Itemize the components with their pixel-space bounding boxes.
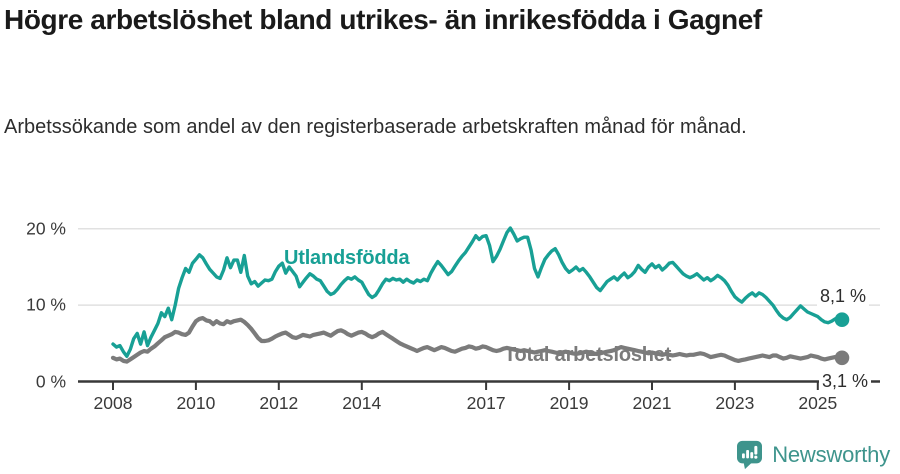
x-tick-label: 2008 [93, 393, 133, 413]
x-tick-label: 2014 [342, 393, 382, 413]
x-tick-label: 2017 [466, 393, 506, 413]
x-tick-label: 2021 [632, 393, 672, 413]
series-end-dot-0 [834, 312, 850, 328]
series-label-total-arbetsloshet: Total arbetslöshet [504, 344, 672, 366]
x-tick-label: 2023 [715, 393, 755, 413]
x-tick-label: 2025 [798, 393, 838, 413]
chart-subtitle: Arbetssökande som andel av den registerb… [4, 116, 747, 138]
footer-branding: Newsworthy [736, 440, 890, 470]
y-tick-label: 0 % [35, 371, 66, 391]
x-tick-label: 2010 [176, 393, 216, 413]
newsworthy-logo-icon [737, 440, 763, 470]
series-end-dot-1 [834, 350, 850, 366]
end-value-label-total: 3,1 % [819, 371, 872, 392]
x-tick-label: 2019 [549, 393, 589, 413]
chart-title: Högre arbetslöshet bland utrikes- än inr… [4, 4, 762, 35]
series-line-1 [110, 316, 845, 364]
y-tick-label: 20 % [26, 218, 66, 239]
newsworthy-wordmark: Newsworthy [772, 442, 890, 467]
series-line-0 [111, 226, 844, 358]
y-tick-label: 10 % [26, 294, 66, 315]
series-label-utlandsfodda: Utlandsfödda [284, 247, 410, 269]
end-value-label-utlandsfodda: 8,1 % [817, 286, 870, 307]
x-tick-label: 2012 [259, 393, 299, 413]
